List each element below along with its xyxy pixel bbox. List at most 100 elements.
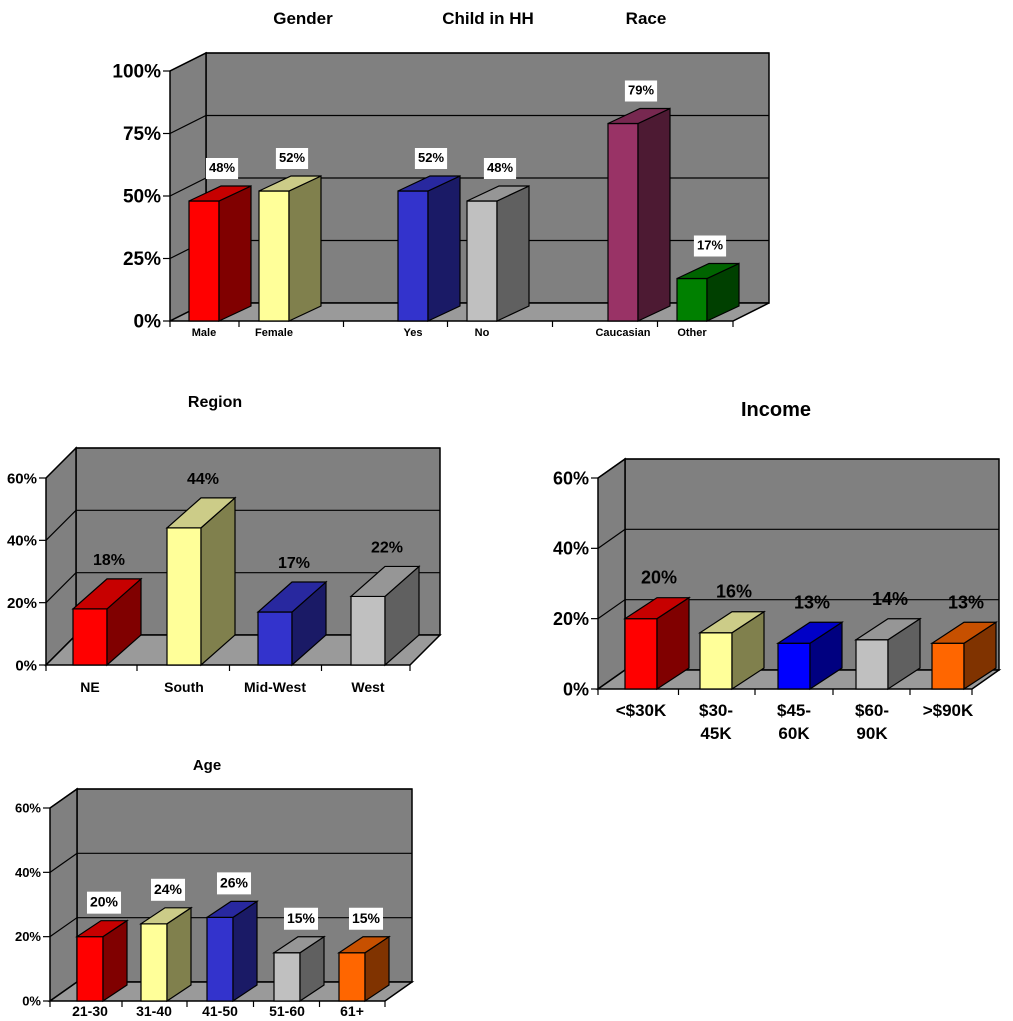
data-label: 48% (209, 160, 235, 175)
bar-top (337, 936, 391, 954)
bar-41-50 (205, 900, 259, 1003)
y-tick-label: 40% (7, 533, 37, 550)
data-label: 13% (948, 592, 984, 612)
bar-front (350, 595, 386, 666)
x-category-label: Other (677, 327, 707, 339)
y-tick-label: 60% (15, 801, 41, 816)
x-category-label: 60K (778, 724, 810, 743)
bar-no (466, 185, 530, 322)
y-tick-label: 0% (15, 657, 37, 674)
bar-front (624, 618, 658, 690)
group-title: Child in HH (442, 9, 534, 28)
data-label-box (624, 80, 658, 102)
bar-side (427, 175, 461, 322)
bar-top (188, 185, 252, 202)
data-label: 48% (487, 160, 513, 175)
bar-top (622, 597, 692, 620)
gender-chart: 0% 25% 50% 75% 100% 48% Male 52% Female 52% Yes 48%… (112, 9, 770, 339)
bar--45-60k (775, 621, 845, 691)
group-title: Race (626, 9, 667, 28)
x-category-label: West (351, 679, 385, 695)
x-category-label: <$30K (616, 701, 667, 720)
bar-31-40 (139, 906, 193, 1003)
y-tick-label: 0% (563, 679, 589, 699)
bar-front (607, 122, 639, 322)
income-chart: 0% 20% 40% 60% 20% <$30K 16% $30- 45K 13% $45- 60K 1… (553, 399, 1002, 743)
bar--30-45k (697, 610, 767, 691)
bar-front (777, 642, 811, 690)
bar-front (72, 608, 108, 666)
y-tick-label: 50% (123, 187, 161, 208)
gridline (45, 447, 440, 479)
bar-top (697, 611, 767, 634)
bar-mid-west (256, 580, 328, 667)
x-category-label: No (475, 327, 490, 339)
x-category-label: 21-30 (72, 1003, 108, 1019)
y-tick-label: 60% (553, 468, 589, 488)
chart-title: Age (193, 757, 221, 774)
data-label: 52% (418, 150, 444, 165)
y-tick-label: 60% (7, 470, 37, 487)
region-chart: 0% 20% 40% 60% 18% NE 44% South 17% Mid-West 22% We… (7, 394, 442, 695)
bar-top (75, 920, 129, 938)
bar-front (206, 916, 234, 1002)
gridline (169, 114, 769, 135)
bar-top (349, 565, 421, 598)
x-category-label: 41-50 (202, 1003, 238, 1019)
data-label-box (283, 907, 319, 930)
bar-front (258, 190, 290, 322)
bar-61- (337, 935, 391, 1003)
gridline (597, 599, 999, 620)
x-category-label: Caucasian (595, 327, 650, 339)
x-category-label: 45K (700, 724, 732, 743)
bar-front (76, 936, 104, 1002)
bar-other (676, 262, 740, 322)
data-label-box (693, 235, 727, 257)
bar-female (258, 175, 322, 322)
x-category-label: 90K (856, 724, 888, 743)
bar-top (397, 175, 461, 192)
data-label: 52% (279, 150, 305, 165)
bar-top (929, 621, 999, 644)
data-label-box (216, 872, 252, 895)
x-category-label: $45- (777, 701, 811, 720)
x-category-label: 31-40 (136, 1003, 172, 1019)
x-category-label: Female (255, 327, 293, 339)
y-tick-label: 25% (123, 249, 161, 270)
data-label-box (414, 148, 448, 169)
age-chart: 0% 20% 40% 60% 20% 21-30 24% 31-40 26% 41-50 15% 51… (15, 757, 415, 1019)
y-tick-label: 100% (112, 62, 161, 83)
y-tick-label: 20% (7, 595, 37, 612)
bar-top (205, 900, 259, 918)
bar-front (140, 923, 168, 1002)
gridline (45, 509, 440, 541)
bar-front (338, 952, 366, 1002)
bar-male (188, 185, 252, 322)
bar-front (931, 642, 965, 690)
data-label: 18% (93, 552, 125, 569)
bar-top (165, 497, 237, 529)
data-label: 17% (697, 238, 723, 253)
data-label: 24% (154, 881, 183, 897)
bar-top (272, 936, 326, 954)
data-label: 13% (794, 592, 830, 612)
y-tick-label: 75% (123, 124, 161, 145)
gridline (49, 788, 412, 809)
bar-south (165, 496, 237, 667)
bar-ne (71, 577, 143, 667)
data-label: 14% (872, 589, 908, 609)
bar-top (607, 107, 671, 125)
x-category-label: Mid-West (244, 679, 306, 695)
bar-top (139, 907, 193, 925)
data-label-box (205, 158, 239, 179)
bar-front (257, 611, 293, 666)
bar-side (218, 185, 252, 322)
bar-top (853, 618, 923, 641)
data-label: 22% (371, 539, 403, 556)
data-label: 16% (716, 582, 752, 602)
data-label-box (150, 878, 186, 901)
data-label: 20% (90, 894, 119, 910)
group-title: Gender (273, 9, 333, 28)
data-label-box (348, 907, 384, 930)
